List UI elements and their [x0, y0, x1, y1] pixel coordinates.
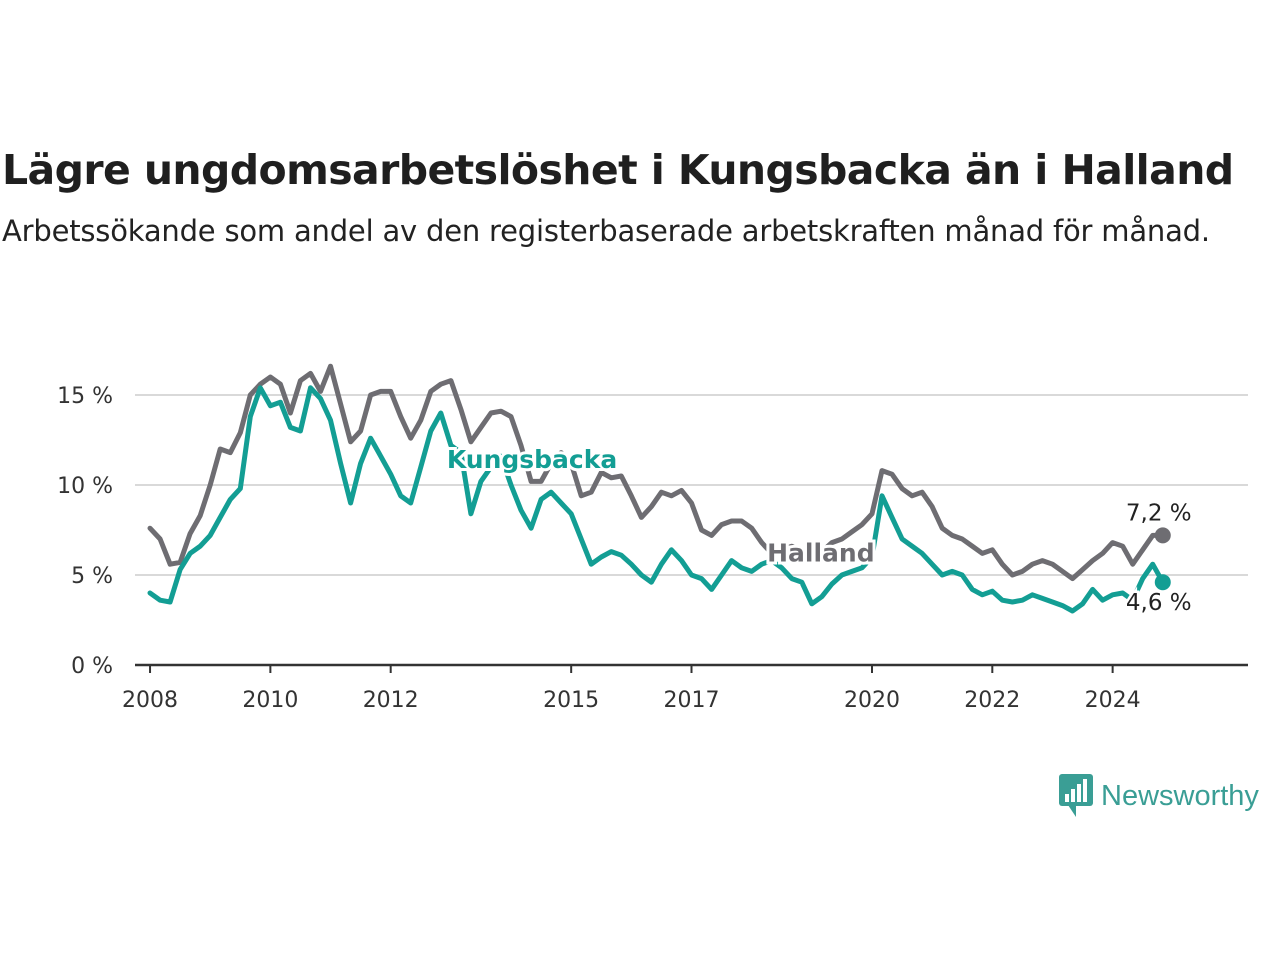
series-label-kungsbacka: Kungsbacka: [447, 445, 617, 474]
y-tick-label: 15 %: [57, 384, 113, 409]
chart-subtitle: Arbetssökande som andel av den registerb…: [2, 214, 1210, 248]
series-line-halland: [147, 363, 1166, 582]
x-tick-label: 2020: [844, 688, 900, 713]
x-tick-label: 2017: [664, 688, 720, 713]
brand: Newsworthy: [1059, 774, 1259, 818]
x-tick-label: 2024: [1085, 688, 1141, 713]
series-line-kungsbacka: [147, 385, 1166, 614]
y-tick-label: 10 %: [57, 474, 113, 499]
chart-title: Lägre ungdomsarbetslöshet i Kungsbacka ä…: [2, 146, 1234, 194]
x-tick-label: 2010: [242, 688, 298, 713]
x-tick-label: 2015: [543, 688, 599, 713]
line-chart: 0 % 5 % 10 % 15 % 2008 2010 2012 2015 2017 2020 20…: [57, 363, 1248, 713]
x-tick-label: 2022: [964, 688, 1020, 713]
x-tick-label: 2008: [122, 688, 178, 713]
end-label-halland: 7,2 %: [1126, 500, 1192, 526]
end-point-kungsbacka: [1154, 574, 1171, 591]
end-point-halland: [1154, 527, 1171, 544]
end-label-kungsbacka: 4,6 %: [1126, 590, 1192, 616]
x-tick-label: 2012: [363, 688, 419, 713]
brand-name: Newsworthy: [1101, 779, 1259, 812]
newsworthy-logo-icon: [1059, 774, 1093, 817]
y-tick-label: 0 %: [71, 654, 113, 679]
series-label-halland: Halland: [767, 538, 875, 567]
y-tick-label: 5 %: [71, 564, 113, 589]
